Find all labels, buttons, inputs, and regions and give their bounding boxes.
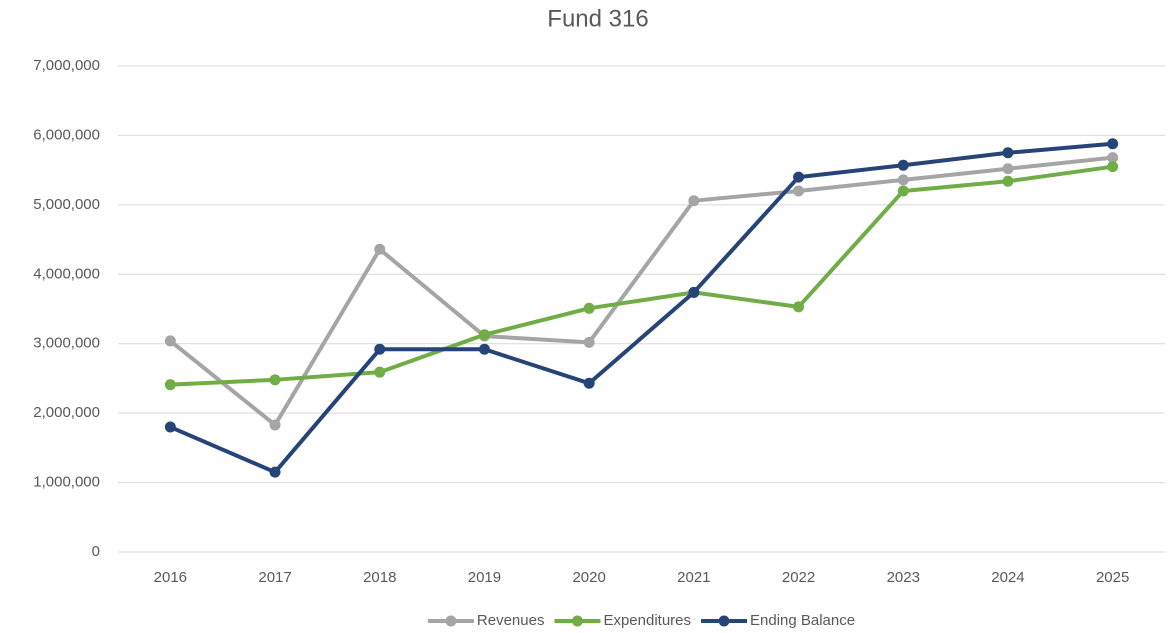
legend-item: Ending Balance [701,612,855,629]
x-tick-label: 2023 [887,569,920,586]
data-point [1107,161,1119,173]
chart-title: Fund 316 [547,5,648,32]
x-tick-label: 2022 [782,569,815,586]
legend-label: Ending Balance [750,612,855,629]
data-point [269,466,281,478]
legend-item: Expenditures [554,612,691,629]
y-tick-label: 4,000,000 [33,265,100,282]
data-point [374,366,386,378]
data-point [1107,152,1119,164]
data-point [164,421,176,433]
data-point [374,343,386,355]
x-tick-label: 2018 [363,569,396,586]
data-point [1002,147,1014,159]
legend-item: Revenues [427,612,545,629]
data-point [897,174,909,186]
x-tick-label: 2016 [154,569,187,586]
y-tick-label: 1,000,000 [33,474,100,491]
data-point [478,329,490,341]
data-point [793,185,805,197]
x-tick-label: 2021 [677,569,710,586]
legend-label: Revenues [477,612,545,629]
data-point [164,335,176,347]
y-tick-label: 5,000,000 [33,196,100,213]
series-line [169,155,1113,427]
data-point [374,243,386,255]
data-point [1002,163,1014,175]
data-point [583,377,595,389]
legend-label: Expenditures [603,612,691,629]
legend-marker [571,615,583,627]
legend-marker [445,615,457,627]
x-tick-label: 2020 [572,569,605,586]
data-point [269,419,281,431]
x-tick-label: 2025 [1096,569,1129,586]
y-tick-label: 3,000,000 [33,335,100,352]
legend: Revenues Expenditures Ending Balance [427,612,855,629]
data-point [688,195,700,207]
data-point [1002,175,1014,187]
data-point [583,336,595,348]
y-tick-label: 0 [92,543,100,560]
y-tick-label: 2,000,000 [33,404,100,421]
data-point [688,286,700,298]
data-point [1107,138,1119,150]
data-point [269,374,281,386]
data-point [897,159,909,171]
x-tick-label: 2019 [468,569,501,586]
data-point [793,171,805,183]
data-point [793,301,805,313]
x-tick-label: 2017 [258,569,291,586]
data-point [583,302,595,314]
legend-marker [718,615,730,627]
data-point [478,343,490,355]
x-tick-label: 2024 [991,569,1024,586]
y-tick-label: 6,000,000 [33,126,100,143]
data-point [897,185,909,197]
series-line [169,141,1113,475]
data-point [164,379,176,391]
y-tick-label: 7,000,000 [33,57,100,74]
series-line [170,164,1113,387]
